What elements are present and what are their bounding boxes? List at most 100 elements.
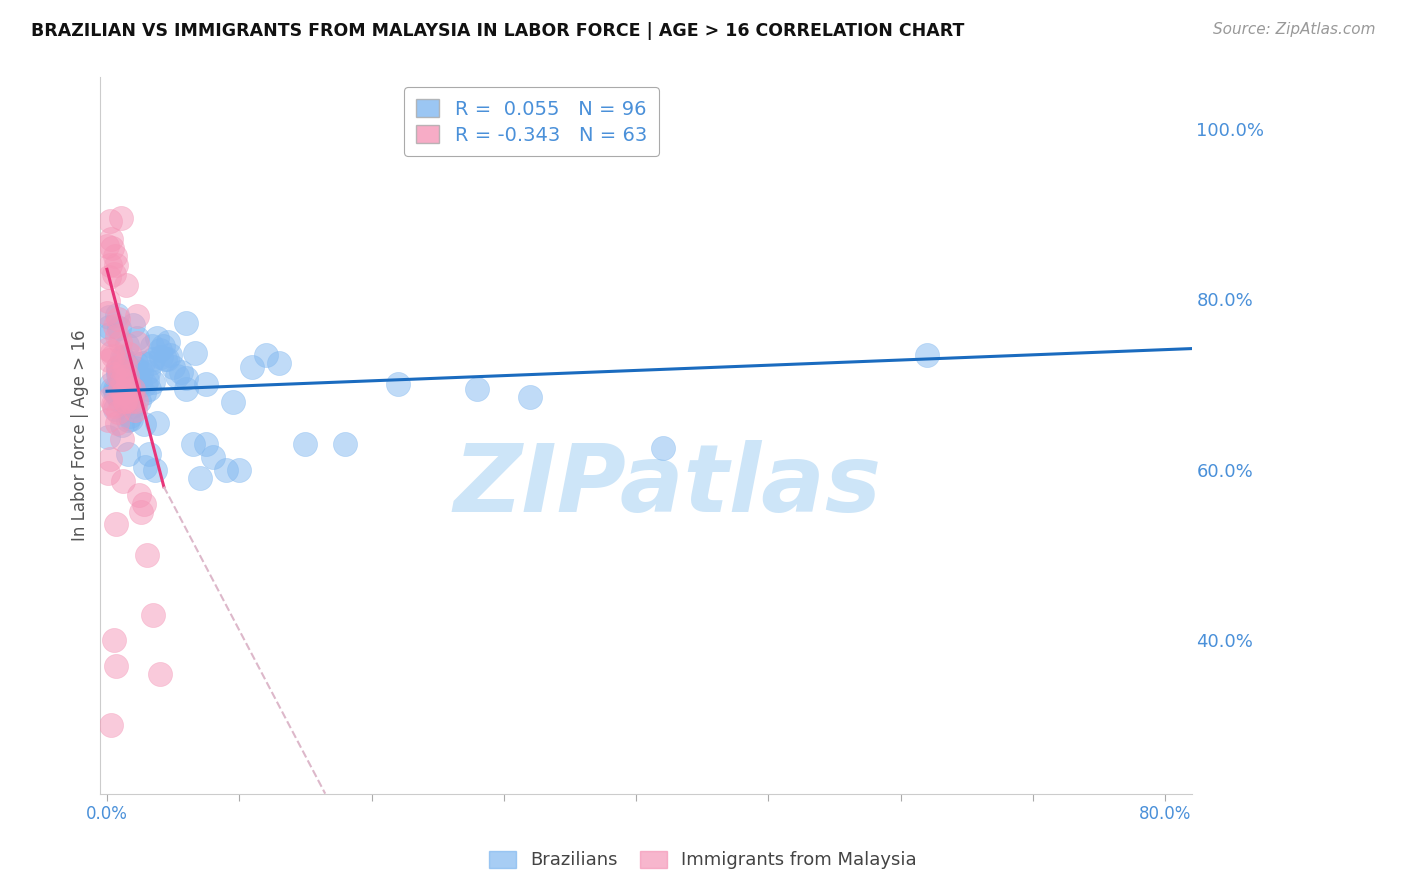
Point [117, 447, 139, 461]
Legend: R =  0.055   N = 96, R = -0.343   N = 63: R = 0.055 N = 96, R = -0.343 N = 63 [404, 87, 658, 156]
Point [141, 339, 163, 353]
Point [129, 377, 152, 392]
Point [114, 382, 136, 396]
Point [125, 394, 148, 409]
Point [142, 607, 165, 622]
Point [103, 402, 125, 417]
Point [174, 316, 197, 330]
Point [108, 321, 131, 335]
Point [134, 459, 156, 474]
Point [145, 463, 167, 477]
Point [108, 368, 131, 383]
Point [138, 382, 160, 396]
Point [267, 356, 290, 370]
Point [98, 452, 121, 467]
Point [117, 412, 139, 426]
Point [100, 232, 122, 246]
Point [97, 413, 120, 427]
Point [121, 411, 143, 425]
Point [108, 394, 131, 409]
Point [115, 337, 138, 351]
Point [110, 211, 132, 226]
Point [104, 382, 127, 396]
Point [138, 447, 160, 461]
Point [100, 377, 122, 392]
Point [195, 437, 218, 451]
Point [105, 516, 128, 531]
Point [107, 364, 129, 378]
Point [104, 384, 127, 399]
Point [149, 343, 172, 358]
Point [184, 345, 207, 359]
Point [114, 393, 136, 408]
Point [115, 368, 138, 383]
Point [100, 344, 122, 359]
Point [114, 359, 136, 373]
Point [112, 384, 135, 399]
Point [162, 360, 184, 375]
Point [101, 349, 124, 363]
Point [98, 327, 121, 342]
Point [125, 356, 148, 370]
Point [104, 318, 127, 333]
Point [118, 391, 141, 405]
Point [181, 437, 204, 451]
Point [112, 365, 135, 379]
Point [915, 347, 938, 361]
Point [100, 214, 122, 228]
Point [114, 278, 136, 293]
Point [98, 310, 121, 325]
Point [136, 365, 159, 379]
Point [96, 238, 118, 252]
Point [125, 336, 148, 351]
Point [188, 471, 211, 485]
Point [139, 356, 162, 370]
Point [97, 430, 120, 444]
Point [152, 339, 174, 353]
Point [120, 394, 142, 409]
Point [128, 488, 150, 502]
Point [98, 258, 121, 272]
Point [131, 365, 153, 379]
Legend: Brazilians, Immigrants from Malaysia: Brazilians, Immigrants from Malaysia [479, 842, 927, 879]
Point [118, 390, 141, 404]
Y-axis label: In Labor Force | Age > 16: In Labor Force | Age > 16 [72, 330, 89, 541]
Point [127, 368, 149, 383]
Point [107, 360, 129, 375]
Point [105, 329, 128, 343]
Point [294, 437, 316, 451]
Point [128, 394, 150, 409]
Point [166, 368, 188, 383]
Point [127, 331, 149, 345]
Point [108, 382, 131, 396]
Point [98, 319, 121, 334]
Point [159, 347, 181, 361]
Point [135, 373, 157, 387]
Point [105, 416, 128, 430]
Point [122, 399, 145, 413]
Point [118, 409, 141, 423]
Text: ZIPatlas: ZIPatlas [454, 440, 882, 532]
Point [105, 258, 128, 272]
Point [333, 437, 356, 451]
Point [132, 497, 155, 511]
Point [97, 270, 120, 285]
Point [228, 463, 250, 477]
Point [124, 382, 146, 396]
Point [103, 400, 125, 414]
Point [110, 373, 132, 387]
Point [149, 667, 172, 681]
Point [112, 385, 135, 400]
Text: Source: ZipAtlas.com: Source: ZipAtlas.com [1212, 22, 1375, 37]
Point [121, 318, 143, 333]
Point [142, 375, 165, 389]
Point [104, 250, 127, 264]
Text: BRAZILIAN VS IMMIGRANTS FROM MALAYSIA IN LABOR FORCE | AGE > 16 CORRELATION CHAR: BRAZILIAN VS IMMIGRANTS FROM MALAYSIA IN… [31, 22, 965, 40]
Point [100, 382, 122, 396]
Point [387, 377, 409, 392]
Point [110, 334, 132, 349]
Point [107, 368, 129, 382]
Point [107, 405, 129, 419]
Point [103, 367, 125, 381]
Point [121, 390, 143, 404]
